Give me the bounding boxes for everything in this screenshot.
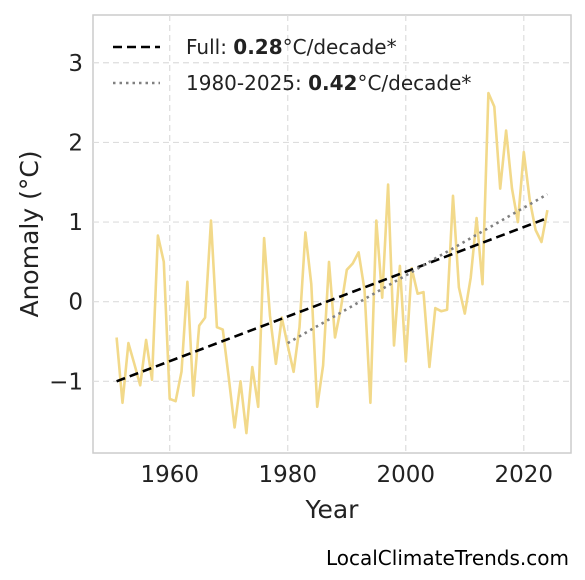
y-tick-label: 2 <box>68 130 83 156</box>
x-tick-label: 2020 <box>495 462 554 488</box>
y-tick-label: 1 <box>68 210 83 236</box>
y-axis-title: Anomaly (°C) <box>15 150 44 317</box>
y-tick-label: −1 <box>49 369 83 395</box>
y-tick-label: 0 <box>68 290 83 316</box>
plot-background <box>92 14 572 454</box>
series-line-full <box>116 216 548 383</box>
x-tick-label: 2000 <box>376 462 435 488</box>
series-layer <box>115 91 549 435</box>
legend-entry: Full: 0.28°C/decade* <box>186 35 397 59</box>
tick-labels: 1960 1980 2000 2020 −1 0 1 2 3 <box>49 51 553 488</box>
legend-entry: 1980-2025: 0.42°C/decade* <box>186 71 471 95</box>
x-axis-title: Year <box>305 495 360 524</box>
x-tick-label: 1960 <box>140 462 199 488</box>
x-tick-label: 1980 <box>258 462 317 488</box>
watermark: LocalClimateTrends.com <box>325 546 569 570</box>
y-tick-label: 3 <box>68 51 83 77</box>
series-line-1980-2025 <box>287 193 549 345</box>
legend: Full: 0.28°C/decade* 1980-2025: 0.42°C/de… <box>113 35 471 95</box>
